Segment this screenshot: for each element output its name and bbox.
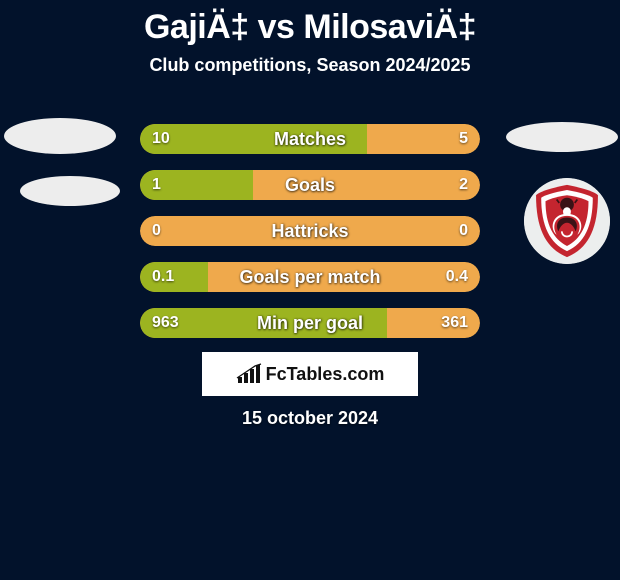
page-title: GajiÄ‡ vs MilosaviÄ‡ <box>0 0 620 47</box>
player-left-badge-1 <box>4 118 116 154</box>
stat-row: 963361Min per goal <box>140 308 480 338</box>
stat-label: Min per goal <box>140 308 480 338</box>
player-left-badge-2 <box>20 176 120 206</box>
stat-row: 105Matches <box>140 124 480 154</box>
watermark-text: FcTables.com <box>266 364 385 385</box>
stat-label: Matches <box>140 124 480 154</box>
watermark: FcTables.com <box>202 352 418 396</box>
club-logo-icon <box>524 178 610 264</box>
stat-row: 12Goals <box>140 170 480 200</box>
stat-row: 00Hattricks <box>140 216 480 246</box>
stat-label: Hattricks <box>140 216 480 246</box>
stat-label: Goals <box>140 170 480 200</box>
date-label: 15 october 2024 <box>0 408 620 429</box>
stat-label: Goals per match <box>140 262 480 292</box>
player-right-badge-ellipse <box>506 122 618 152</box>
bar-chart-icon <box>236 363 262 385</box>
stat-row: 0.10.4Goals per match <box>140 262 480 292</box>
comparison-bars: 105Matches 12Goals 00Hattricks 0.10.4Goals … <box>140 124 480 354</box>
page-subtitle: Club competitions, Season 2024/2025 <box>0 55 620 76</box>
player-right-club-badge <box>524 178 610 264</box>
